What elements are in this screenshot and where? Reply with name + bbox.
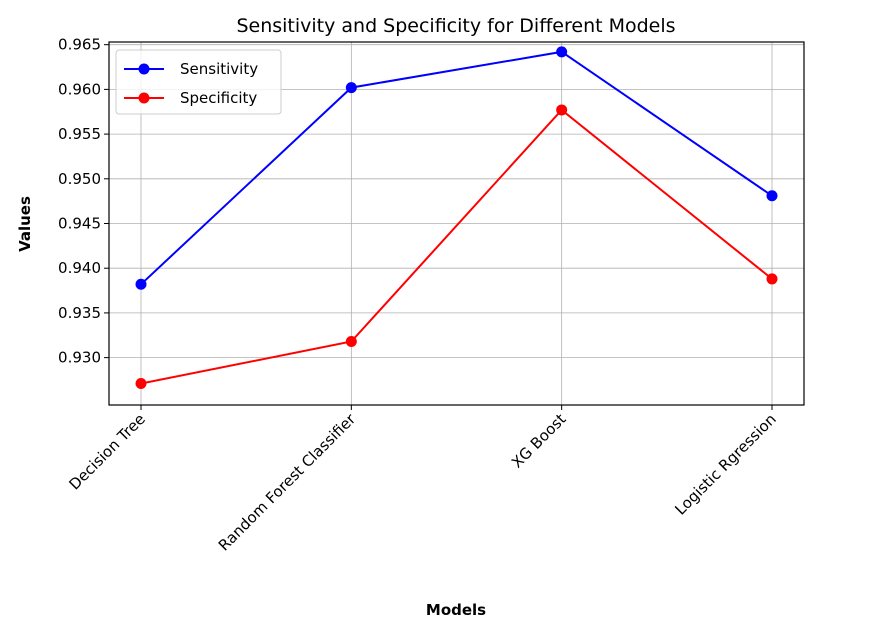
y-axis: 0.930 0.935 0.940 0.945 0.950 0.955 0.960 0.965 — [58, 36, 109, 367]
data-point-sensitivity — [556, 46, 568, 58]
legend-label-sensitivity: Sensitivity — [180, 60, 258, 78]
x-axis: Decision Tree Random Forest Classifier XG … — [65, 405, 780, 555]
x-tick-label: Decision Tree — [65, 410, 148, 493]
data-point-specificity — [766, 273, 778, 285]
chart-title: Sensitivity and Specificity for Differen… — [236, 15, 675, 37]
x-axis-label: Models — [426, 601, 486, 619]
x-tick-label: Logistic Rgression — [671, 410, 779, 518]
legend-marker-specificity — [138, 92, 150, 104]
y-tick-label: 0.955 — [58, 125, 101, 143]
x-tick-label: Random Forest Classifier — [215, 410, 360, 555]
y-tick-label: 0.935 — [58, 304, 101, 322]
y-tick-label: 0.960 — [58, 80, 101, 98]
data-point-specificity — [345, 336, 357, 348]
legend-marker-sensitivity — [138, 63, 150, 75]
y-axis-label: Values — [16, 196, 34, 252]
y-tick-label: 0.950 — [58, 170, 101, 188]
series-layer — [135, 46, 778, 390]
x-tick-label: XG Boost — [508, 410, 570, 472]
series-line-sensitivity — [140, 50, 773, 286]
data-point-specificity — [556, 104, 568, 116]
y-tick-label: 0.965 — [58, 36, 101, 54]
data-point-sensitivity — [766, 190, 778, 202]
legend-label-specificity: Specificity — [180, 89, 257, 107]
data-point-sensitivity — [345, 82, 357, 94]
y-tick-label: 0.930 — [58, 349, 101, 367]
data-point-sensitivity — [135, 278, 147, 290]
series-line-specificity — [140, 108, 773, 385]
legend: Sensitivity Specificity — [115, 49, 282, 115]
y-tick-label: 0.945 — [58, 215, 101, 233]
data-point-specificity — [135, 378, 147, 390]
y-tick-label: 0.940 — [58, 259, 101, 277]
